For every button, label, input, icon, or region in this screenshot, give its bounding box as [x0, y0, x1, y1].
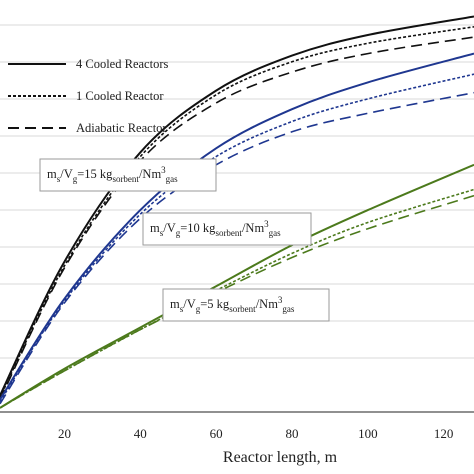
annotation-part-g_sub: g	[73, 174, 78, 184]
annotation-label: ms/Vg=10 kgsorbent/Nm3gas	[150, 219, 281, 238]
annotation-part-sorbent_sub: sorbent	[215, 228, 242, 238]
annotation-part-pre: m	[170, 297, 180, 311]
annotation-part-eq: =5 kg	[200, 297, 230, 311]
annotation-part-eq: =10 kg	[180, 221, 216, 235]
series-line-10-dashed	[0, 91, 474, 405]
annotation-box	[142, 212, 312, 246]
annotation-part-mid: /V	[183, 297, 196, 311]
annotation-part-sup: 3	[278, 295, 283, 305]
annotation-part-sorbent_sub: sorbent	[112, 174, 139, 184]
annotation-part-per: /Nm	[256, 297, 279, 311]
annotation-label: ms/Vg=15 kgsorbent/Nm3gas	[47, 165, 178, 184]
legend-label: 1 Cooled Reactor	[76, 89, 164, 103]
legend: 4 Cooled Reactors 1 Cooled Reactor Adiabat…	[8, 57, 168, 135]
x-tick-label: 60	[210, 426, 223, 441]
annotation-box	[39, 158, 217, 192]
annotation-part-sorbent_sub: sorbent	[229, 304, 256, 314]
annotation-label: ms/Vg=5 kgsorbent/Nm3gas	[170, 295, 295, 314]
series-line-5-solid	[0, 163, 474, 409]
series-line-15-solid	[0, 15, 474, 396]
annotation-part-gas_sub: gas	[269, 228, 281, 238]
annotation-part-s_sub: s	[180, 304, 184, 314]
series-layer	[0, 15, 474, 409]
annotation-part-eq: =15 kg	[77, 167, 113, 181]
annotation-part-s_sub: s	[160, 228, 164, 238]
annotation-part-sup: 3	[264, 219, 269, 229]
annotation-5: ms/Vg=5 kgsorbent/Nm3gas	[162, 288, 330, 322]
annotation-part-mid: /V	[60, 167, 73, 181]
annotation-part-per: /Nm	[242, 221, 265, 235]
series-line-15-dashed	[0, 36, 474, 400]
x-axis-title: Reactor length, m	[223, 449, 338, 466]
annotation-10: ms/Vg=10 kgsorbent/Nm3gas	[142, 212, 312, 246]
annotation-part-s_sub: s	[57, 174, 61, 184]
annotation-part-gas_sub: gas	[282, 304, 294, 314]
annotation-part-g_sub: g	[176, 228, 181, 238]
x-tick-label: 40	[134, 426, 147, 441]
annotation-15: ms/Vg=15 kgsorbent/Nm3gas	[39, 158, 217, 192]
series-line-10-dotted	[0, 73, 474, 403]
legend-label: 4 Cooled Reactors	[76, 57, 168, 71]
annotation-part-mid: /V	[163, 221, 176, 235]
x-tick-label: 100	[358, 426, 378, 441]
x-tick-label: 80	[285, 426, 298, 441]
annotation-part-per: /Nm	[139, 167, 162, 181]
annotation-part-pre: m	[47, 167, 57, 181]
series-line-10-solid	[0, 52, 474, 401]
annotation-part-pre: m	[150, 221, 160, 235]
x-tick-label: 120	[434, 426, 454, 441]
annotation-part-sup: 3	[161, 165, 166, 175]
x-tick-labels: 20 40 60 80 100 120	[58, 426, 453, 441]
legend-label: Adiabatic Reactor	[76, 121, 167, 135]
series-line-15-dotted	[0, 26, 474, 398]
x-tick-label: 20	[58, 426, 71, 441]
annotation-box	[162, 288, 330, 322]
annotation-part-g_sub: g	[196, 304, 201, 314]
annotation-part-gas_sub: gas	[166, 174, 178, 184]
